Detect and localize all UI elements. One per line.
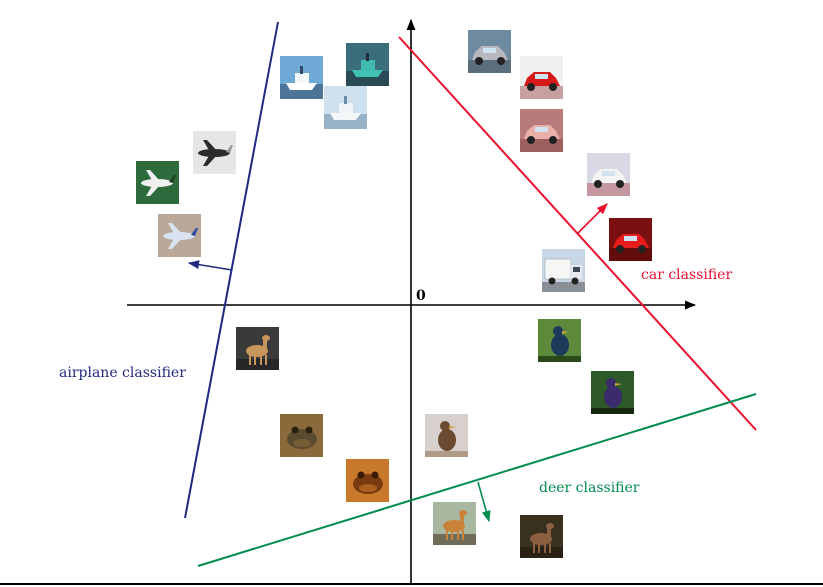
airplane-normal-arrow (187, 260, 233, 271)
frog-thumbnail-1 (280, 414, 323, 457)
deer-normal-arrow (477, 481, 491, 523)
truck-thumbnail (542, 249, 585, 292)
frog-thumbnail-2 (346, 459, 389, 502)
car-normal-arrow (577, 203, 608, 234)
car-thumbnail-3 (520, 109, 563, 152)
deer-thumbnail-2 (433, 502, 476, 545)
car-classifier-line (398, 36, 757, 431)
car-thumbnail-2 (520, 56, 563, 99)
boat-thumbnail-1 (280, 56, 323, 99)
deer-classifier-line (197, 393, 757, 567)
boat-thumbnail-3 (324, 86, 367, 129)
deer-classifier-label: deer classifier (539, 480, 640, 496)
airplane-thumbnail-2 (136, 161, 179, 204)
car-thumbnail-5 (609, 218, 652, 261)
boat-thumbnail-2 (346, 43, 389, 86)
car-classifier-label: car classifier (641, 267, 732, 283)
thumbnail-images (136, 30, 652, 558)
origin-label: 0 (416, 288, 426, 304)
airplane-thumbnail-1 (193, 131, 236, 174)
deer-thumbnail-1 (236, 327, 279, 370)
airplane-classifier-label: airplane classifier (59, 365, 186, 381)
car-thumbnail-1 (468, 30, 511, 73)
bird-thumbnail-1 (538, 319, 581, 362)
bird-thumbnail-3 (425, 414, 468, 457)
bird-thumbnail-2 (591, 371, 634, 414)
airplane-thumbnail-3 (158, 214, 201, 257)
car-thumbnail-4 (587, 153, 630, 196)
deer-thumbnail-3 (520, 515, 563, 558)
